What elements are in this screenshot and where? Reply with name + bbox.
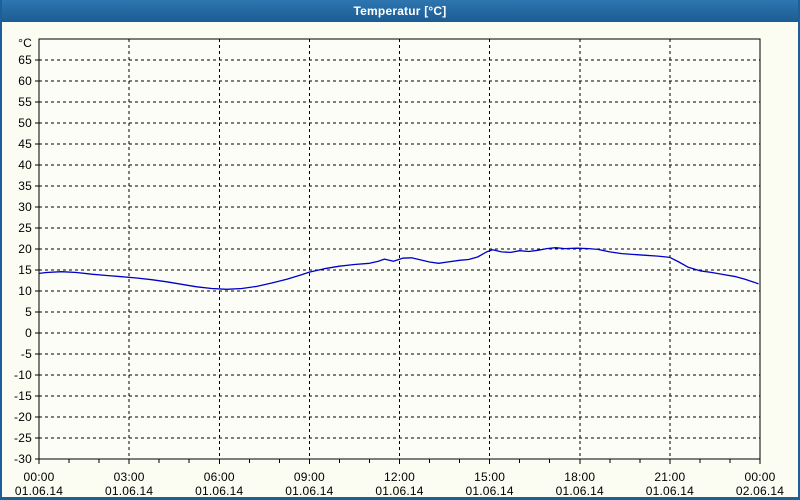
y-tick-label: -25 <box>14 431 32 445</box>
y-tick-label: 55 <box>18 95 32 109</box>
y-tick-label: -5 <box>21 347 32 361</box>
y-tick-label: -10 <box>14 368 32 382</box>
x-tick-time-label: 03:00 <box>114 470 145 484</box>
x-tick-time-label: 12:00 <box>384 470 415 484</box>
y-tick-label: 5 <box>25 305 32 319</box>
chart-area: 65 60 55 50 45 40 35 30 25 20 15 10 5 0 -5 -10 -15 -20 -25… <box>2 22 797 497</box>
y-tick-label: 15 <box>18 263 32 277</box>
temperature-series-line <box>38 247 759 290</box>
y-tick-label: -15 <box>14 389 32 403</box>
y-tick-label: 0 <box>25 326 32 340</box>
x-tick-time-label: 21:00 <box>654 470 685 484</box>
y-tick-label: 35 <box>18 179 32 193</box>
y-tick-label: 40 <box>18 158 32 172</box>
x-tick-date-label: 01.06.14 <box>15 484 63 496</box>
x-tick-time-label: 00:00 <box>744 470 775 484</box>
y-tick-label: 10 <box>18 284 32 298</box>
x-tick-time-label: 15:00 <box>474 470 505 484</box>
y-tick-label: 45 <box>18 137 32 151</box>
y-tick-label: 20 <box>18 242 32 256</box>
x-tick-date-label: 01.06.14 <box>105 484 153 496</box>
y-tick-label: -20 <box>14 410 32 424</box>
x-tick-date-label: 01.06.14 <box>195 484 243 496</box>
y-tick-label: 60 <box>18 74 32 88</box>
x-tick-date-label: 01.06.14 <box>556 484 604 496</box>
x-tick-time-label: 06:00 <box>204 470 235 484</box>
window-title: Temperatur [°C] <box>353 4 447 18</box>
x-tick-time-label: 00:00 <box>23 470 54 484</box>
window-titlebar[interactable]: Temperatur [°C] <box>2 0 798 22</box>
temperature-line-chart: 65605550454035302520151050-5-10-15-20-25… <box>14 36 784 497</box>
x-tick-date-label: 02.06.14 <box>736 484 784 496</box>
x-tick-time-label: 18:00 <box>564 470 595 484</box>
x-tick-date-label: 01.06.14 <box>465 484 513 496</box>
y-tick-label: 65 <box>18 53 32 67</box>
x-tick-time-label: 09:00 <box>294 470 325 484</box>
y-tick-label: 30 <box>18 200 32 214</box>
y-tick-label: 25 <box>18 221 32 235</box>
y-axis-unit-label: °C <box>18 36 32 50</box>
x-tick-date-label: 01.06.14 <box>646 484 694 496</box>
y-tick-label: 50 <box>18 116 32 130</box>
x-tick-date-label: 01.06.14 <box>285 484 333 496</box>
x-tick-date-label: 01.06.14 <box>375 484 423 496</box>
y-tick-label: -30 <box>14 452 32 466</box>
